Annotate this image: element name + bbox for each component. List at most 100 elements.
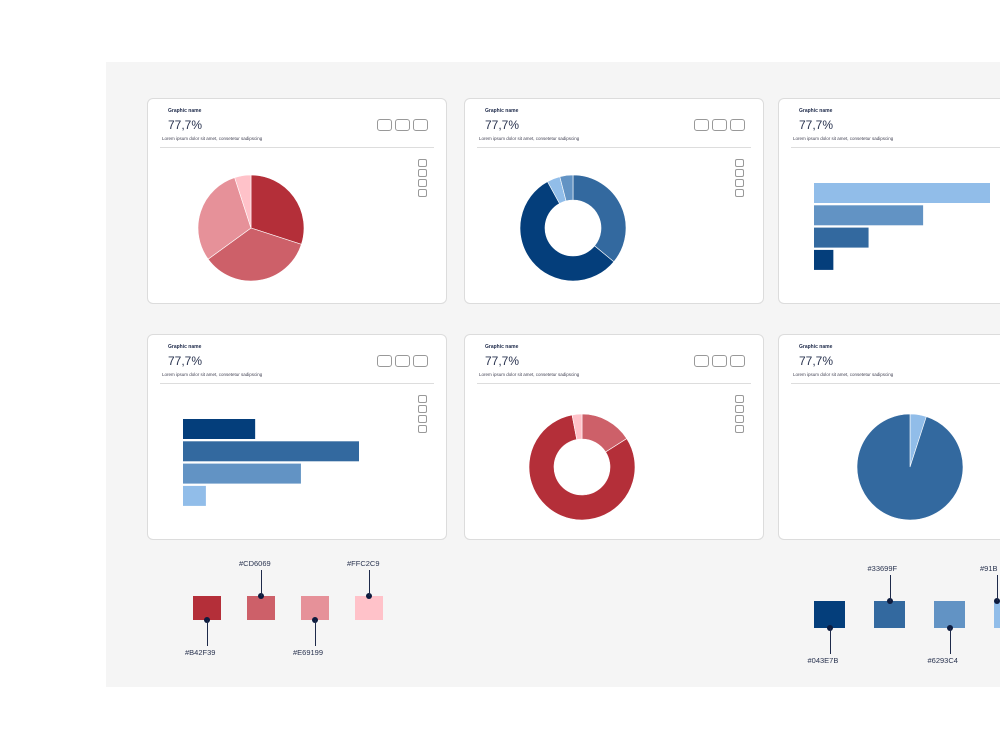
checkbox[interactable] — [418, 179, 427, 187]
legend-checkboxes — [418, 159, 427, 197]
chart-card: Graphic name 77,7% Lorem ipsum dolor sit… — [778, 98, 1000, 304]
action-button[interactable] — [712, 119, 727, 131]
bar — [183, 485, 206, 506]
card-description: Lorem ipsum dolor sit amet, consetetur s… — [793, 136, 894, 141]
pointer-dot — [366, 593, 372, 599]
divider — [477, 147, 751, 148]
bar — [183, 419, 256, 439]
card-description: Lorem ipsum dolor sit amet, consetetur s… — [479, 372, 580, 377]
card-title: Graphic name — [799, 108, 833, 114]
card-actions — [377, 355, 428, 367]
card-title: Graphic name — [799, 344, 833, 350]
checkbox[interactable] — [735, 169, 744, 177]
pointer-dot — [886, 598, 893, 604]
pointer-line — [315, 620, 316, 646]
chart-card: Graphic name 77,7% Lorem ipsum dolor sit… — [778, 334, 1000, 540]
card-actions — [694, 355, 745, 367]
pointer-line — [949, 628, 951, 654]
checkbox[interactable] — [735, 159, 744, 167]
pie-slice — [250, 174, 305, 245]
hex-label: #33699F — [867, 564, 898, 573]
divider — [791, 147, 1000, 148]
checkbox[interactable] — [735, 425, 744, 433]
card-value: 77,7% — [485, 118, 520, 132]
divider — [791, 383, 1000, 384]
card-title: Graphic name — [168, 108, 202, 114]
hex-label: #91B — [980, 564, 998, 573]
card-description: Lorem ipsum dolor sit amet, consetetur s… — [479, 136, 580, 141]
pie-slice — [197, 177, 252, 260]
action-button[interactable] — [413, 119, 428, 131]
color-swatch — [934, 601, 965, 628]
hex-label: #FFC2C9 — [347, 559, 380, 568]
checkbox[interactable] — [735, 415, 744, 423]
color-swatch — [874, 601, 905, 628]
pointer-dot — [258, 593, 264, 599]
checkbox[interactable] — [418, 395, 427, 403]
action-button[interactable] — [694, 119, 709, 131]
checkbox[interactable] — [418, 169, 427, 177]
checkbox[interactable] — [418, 159, 427, 167]
action-button[interactable] — [395, 119, 410, 131]
checkbox[interactable] — [418, 425, 427, 433]
donut-segment — [571, 413, 583, 440]
pointer-line — [261, 570, 262, 596]
checkbox[interactable] — [735, 395, 744, 403]
card-title: Graphic name — [485, 344, 519, 350]
bars-chart — [183, 419, 359, 506]
action-button[interactable] — [730, 355, 745, 367]
pointer-line — [207, 620, 208, 646]
pie-chart — [197, 174, 305, 282]
card-description: Lorem ipsum dolor sit amet, consetetur s… — [793, 372, 894, 377]
hex-label: #E69199 — [293, 648, 324, 657]
checkbox[interactable] — [735, 189, 744, 197]
pie-slice — [856, 413, 964, 521]
checkbox[interactable] — [418, 405, 427, 413]
action-button[interactable] — [712, 355, 727, 367]
color-swatch — [193, 596, 221, 620]
checkbox[interactable] — [735, 179, 744, 187]
pie-slice — [207, 227, 302, 282]
hex-label: #6293C4 — [927, 656, 958, 665]
checkbox[interactable] — [418, 415, 427, 423]
chart-card: Graphic name 77,7% Lorem ipsum dolor sit… — [464, 98, 764, 304]
donut-chart — [528, 413, 636, 521]
card-description: Lorem ipsum dolor sit amet, consetetur s… — [162, 136, 263, 141]
pointer-line — [829, 628, 831, 654]
card-value: 77,7% — [799, 118, 834, 132]
pie-slice — [234, 174, 252, 229]
bar — [814, 227, 869, 248]
color-swatch — [994, 601, 1000, 628]
bar — [183, 441, 359, 462]
card-value: 77,7% — [168, 354, 203, 368]
color-swatch — [355, 596, 383, 620]
card-value: 77,7% — [485, 354, 520, 368]
divider — [477, 383, 751, 384]
action-button[interactable] — [694, 355, 709, 367]
pointer-line — [997, 575, 998, 601]
donut-segment — [528, 414, 636, 521]
card-value: 77,7% — [799, 354, 834, 368]
bar — [814, 183, 990, 203]
donut-segment — [559, 174, 574, 202]
bars-chart — [814, 183, 990, 270]
legend-checkboxes — [735, 395, 744, 433]
divider — [160, 383, 434, 384]
pointer-line — [889, 575, 891, 601]
donut-chart — [519, 174, 627, 282]
checkbox[interactable] — [735, 405, 744, 413]
donut-segment — [519, 181, 615, 282]
action-button[interactable] — [395, 355, 410, 367]
hex-label: #CD6069 — [239, 559, 271, 568]
action-button[interactable] — [730, 119, 745, 131]
hex-label: #B42F39 — [185, 648, 216, 657]
hex-label: #043E7B — [807, 656, 839, 665]
action-button[interactable] — [377, 119, 392, 131]
action-button[interactable] — [377, 355, 392, 367]
action-button[interactable] — [413, 355, 428, 367]
legend-checkboxes — [418, 395, 427, 433]
checkbox[interactable] — [418, 189, 427, 197]
bar — [814, 249, 834, 270]
card-title: Graphic name — [168, 344, 202, 350]
chart-card: Graphic name 77,7% Lorem ipsum dolor sit… — [464, 334, 764, 540]
